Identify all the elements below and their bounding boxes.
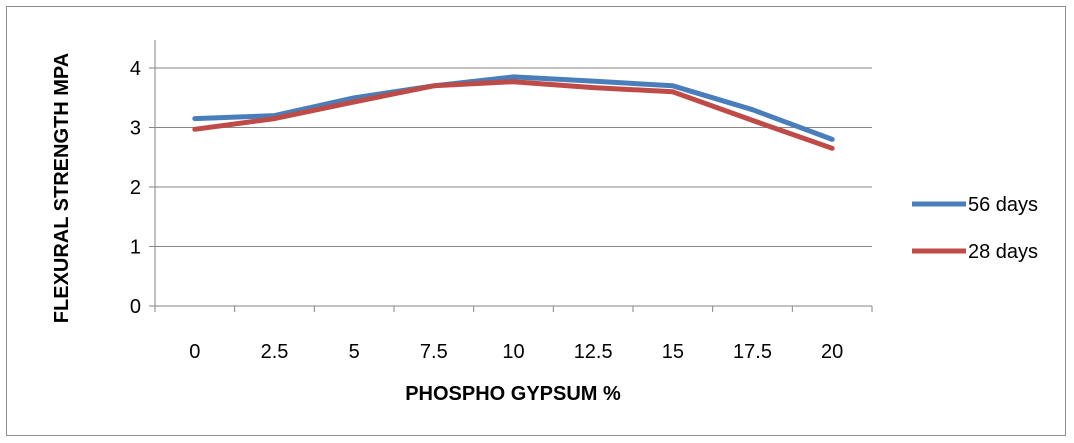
legend-label-1: 56 days xyxy=(968,194,1038,216)
legend: 56 days 28 days xyxy=(912,194,1038,263)
gridlines xyxy=(155,67,872,247)
x-tick-label: 17.5 xyxy=(733,341,772,363)
series-lines xyxy=(192,74,835,151)
x-tick-label: 10 xyxy=(502,341,524,363)
axes xyxy=(149,40,873,312)
x-tick-label: 2.5 xyxy=(261,341,289,363)
x-tick-labels: 0 2.5 5 7.5 10 12.5 15 17.5 20 xyxy=(189,341,843,363)
x-tick-label: 20 xyxy=(821,341,843,363)
legend-label-2: 28 days xyxy=(968,241,1038,263)
x-tick-label: 12.5 xyxy=(574,341,613,363)
y-tick-labels: 0 1 2 3 4 xyxy=(130,58,141,318)
series-line-2 xyxy=(192,79,835,151)
y-tick-label: 2 xyxy=(130,177,141,199)
y-tick-label: 3 xyxy=(130,118,141,140)
y-axis-title: FLEXURAL STRENGTH MPA xyxy=(51,53,73,323)
x-tick-label: 7.5 xyxy=(420,341,448,363)
y-tick-label: 0 xyxy=(130,296,141,318)
x-axis-title: PHOSPHO GYPSUM % xyxy=(405,383,621,405)
y-tick-label: 4 xyxy=(130,58,141,80)
series-line-1 xyxy=(192,74,835,142)
x-tick-label: 5 xyxy=(349,341,360,363)
x-tick-label: 0 xyxy=(189,341,200,363)
x-tick-label: 15 xyxy=(662,341,684,363)
y-tick-label: 1 xyxy=(130,237,141,259)
